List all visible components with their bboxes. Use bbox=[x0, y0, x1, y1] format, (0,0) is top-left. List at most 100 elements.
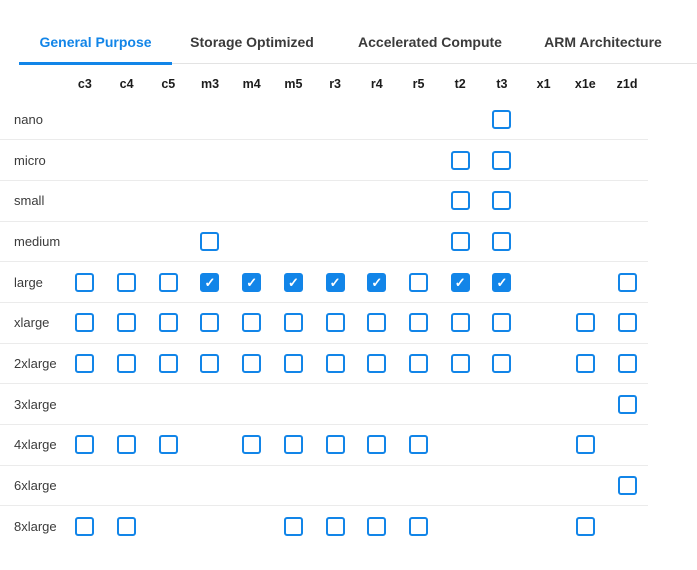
checkbox-nano-t3[interactable] bbox=[492, 109, 512, 129]
row-label-medium: medium bbox=[0, 220, 65, 262]
checkbox-large-t2[interactable]: ✓ bbox=[450, 272, 470, 292]
checkbox-8xlarge-r4[interactable] bbox=[367, 516, 387, 536]
cell-6xlarge-t3 bbox=[481, 464, 523, 506]
checkbox-2xlarge-c3[interactable] bbox=[75, 353, 95, 373]
cell-2xlarge-t2 bbox=[439, 342, 482, 384]
row-label-2xlarge: 2xlarge bbox=[0, 342, 65, 384]
checkbox-4xlarge-r4[interactable] bbox=[367, 435, 387, 455]
cell-medium-r5 bbox=[397, 220, 440, 262]
checkbox-2xlarge-r4[interactable] bbox=[367, 353, 387, 373]
checkbox-xlarge-m4[interactable] bbox=[242, 313, 262, 333]
cell-3xlarge-x1e bbox=[564, 383, 607, 425]
checkbox-2xlarge-x1e[interactable] bbox=[575, 353, 595, 373]
cell-4xlarge-c4 bbox=[105, 424, 148, 466]
checkbox-3xlarge-z1d[interactable] bbox=[617, 394, 637, 414]
cell-small-m4 bbox=[230, 179, 273, 222]
checkbox-8xlarge-c3[interactable] bbox=[75, 516, 95, 536]
cell-8xlarge-z1d bbox=[606, 505, 648, 547]
cell-medium-x1e bbox=[564, 220, 607, 262]
checkbox-4xlarge-r5[interactable] bbox=[409, 435, 428, 455]
cell-small-x1 bbox=[522, 179, 565, 222]
checkbox-4xlarge-c3[interactable] bbox=[75, 435, 95, 455]
cell-2xlarge-r4 bbox=[355, 342, 398, 384]
checkbox-xlarge-m5[interactable] bbox=[283, 313, 303, 333]
cell-3xlarge-c4 bbox=[105, 383, 148, 425]
checkbox-xlarge-x1e[interactable] bbox=[575, 313, 595, 333]
tab-storage-optimized[interactable]: Storage Optimized bbox=[190, 34, 314, 50]
checkbox-xlarge-m3[interactable] bbox=[200, 313, 220, 333]
checkbox-xlarge-z1d[interactable] bbox=[617, 313, 637, 333]
checkbox-large-m5[interactable]: ✓ bbox=[283, 272, 303, 292]
checkbox-2xlarge-z1d[interactable] bbox=[617, 353, 637, 373]
checkbox-4xlarge-m4[interactable] bbox=[242, 435, 262, 455]
row-label-4xlarge: 4xlarge bbox=[0, 424, 65, 466]
cell-nano-x1 bbox=[523, 99, 565, 140]
checkbox-small-t2[interactable] bbox=[450, 191, 470, 211]
cell-micro-c5 bbox=[147, 139, 190, 181]
checkbox-2xlarge-m4[interactable] bbox=[242, 353, 262, 373]
checkbox-large-m3[interactable]: ✓ bbox=[200, 272, 220, 292]
checkbox-medium-t3[interactable] bbox=[492, 231, 512, 251]
cell-4xlarge-x1 bbox=[522, 424, 565, 466]
tab-bar: General Purpose Storage Optimized Accele… bbox=[19, 24, 697, 65]
checkbox-8xlarge-c4[interactable] bbox=[117, 516, 137, 536]
checkbox-large-r3[interactable]: ✓ bbox=[325, 272, 345, 292]
checkbox-micro-t3[interactable] bbox=[492, 150, 512, 170]
checkbox-xlarge-t3[interactable] bbox=[492, 313, 512, 333]
checkbox-large-t3[interactable]: ✓ bbox=[492, 272, 512, 292]
cell-nano-c4 bbox=[106, 99, 148, 140]
checkbox-large-c3[interactable] bbox=[75, 272, 95, 292]
checkbox-xlarge-r3[interactable] bbox=[325, 313, 345, 333]
checkbox-2xlarge-t2[interactable] bbox=[450, 353, 470, 373]
checkbox-2xlarge-c5[interactable] bbox=[158, 353, 178, 373]
checkbox-8xlarge-m5[interactable] bbox=[283, 516, 303, 536]
checkbox-xlarge-c3[interactable] bbox=[75, 313, 95, 333]
checkbox-8xlarge-r3[interactable] bbox=[325, 516, 345, 536]
checkbox-medium-m3[interactable] bbox=[200, 231, 220, 251]
checkbox-8xlarge-x1e[interactable] bbox=[575, 516, 595, 536]
checkbox-4xlarge-c5[interactable] bbox=[158, 435, 178, 455]
checkbox-large-z1d[interactable] bbox=[617, 272, 637, 292]
checkbox-large-r5[interactable] bbox=[409, 272, 428, 292]
checkbox-xlarge-c5[interactable] bbox=[158, 313, 178, 333]
checkbox-4xlarge-c4[interactable] bbox=[117, 435, 137, 455]
cell-2xlarge-m3 bbox=[189, 342, 231, 384]
cell-4xlarge-c5 bbox=[147, 424, 190, 466]
row-label-3xlarge: 3xlarge bbox=[0, 383, 65, 425]
checkbox-micro-t2[interactable] bbox=[450, 150, 470, 170]
checkbox-8xlarge-r5[interactable] bbox=[409, 516, 428, 536]
tab-arm-architecture[interactable]: ARM Architecture bbox=[544, 34, 662, 50]
checkbox-xlarge-r4[interactable] bbox=[367, 313, 387, 333]
tab-accelerated-compute[interactable]: Accelerated Compute bbox=[358, 34, 502, 50]
checkbox-small-t3[interactable] bbox=[492, 191, 512, 211]
cell-4xlarge-c3 bbox=[64, 424, 106, 466]
checkbox-6xlarge-z1d[interactable] bbox=[617, 476, 637, 496]
checkbox-medium-t2[interactable] bbox=[450, 231, 470, 251]
checkbox-4xlarge-r3[interactable] bbox=[325, 435, 345, 455]
table-row-2xlarge: 2xlarge bbox=[0, 342, 648, 384]
checkbox-large-m4[interactable]: ✓ bbox=[242, 272, 262, 292]
checkbox-2xlarge-c4[interactable] bbox=[117, 353, 137, 373]
checkbox-large-r4[interactable]: ✓ bbox=[367, 272, 387, 292]
checkbox-large-c4[interactable] bbox=[117, 272, 137, 292]
column-header-z1d: z1d bbox=[616, 77, 638, 91]
cell-3xlarge-m3 bbox=[189, 383, 231, 425]
tab-general-purpose[interactable]: General Purpose bbox=[19, 24, 172, 65]
checkbox-2xlarge-r3[interactable] bbox=[325, 353, 345, 373]
checkbox-2xlarge-r5[interactable] bbox=[409, 353, 428, 373]
checkbox-2xlarge-t3[interactable] bbox=[492, 353, 512, 373]
checkbox-2xlarge-m3[interactable] bbox=[200, 353, 220, 373]
checkbox-xlarge-r5[interactable] bbox=[409, 313, 428, 333]
column-header-c3: c3 bbox=[77, 77, 92, 91]
checkbox-2xlarge-m5[interactable] bbox=[283, 353, 303, 373]
checkbox-large-c5[interactable] bbox=[158, 272, 178, 292]
checkbox-4xlarge-x1e[interactable] bbox=[575, 435, 595, 455]
checkbox-xlarge-t2[interactable] bbox=[450, 313, 470, 333]
cell-medium-c3 bbox=[64, 220, 106, 262]
cell-small-t3 bbox=[481, 179, 523, 222]
cell-2xlarge-x1 bbox=[522, 342, 565, 384]
checkbox-xlarge-c4[interactable] bbox=[117, 313, 137, 333]
table-row-micro: micro bbox=[0, 139, 648, 181]
checkbox-4xlarge-m5[interactable] bbox=[283, 435, 303, 455]
cell-nano-m3 bbox=[189, 99, 231, 140]
